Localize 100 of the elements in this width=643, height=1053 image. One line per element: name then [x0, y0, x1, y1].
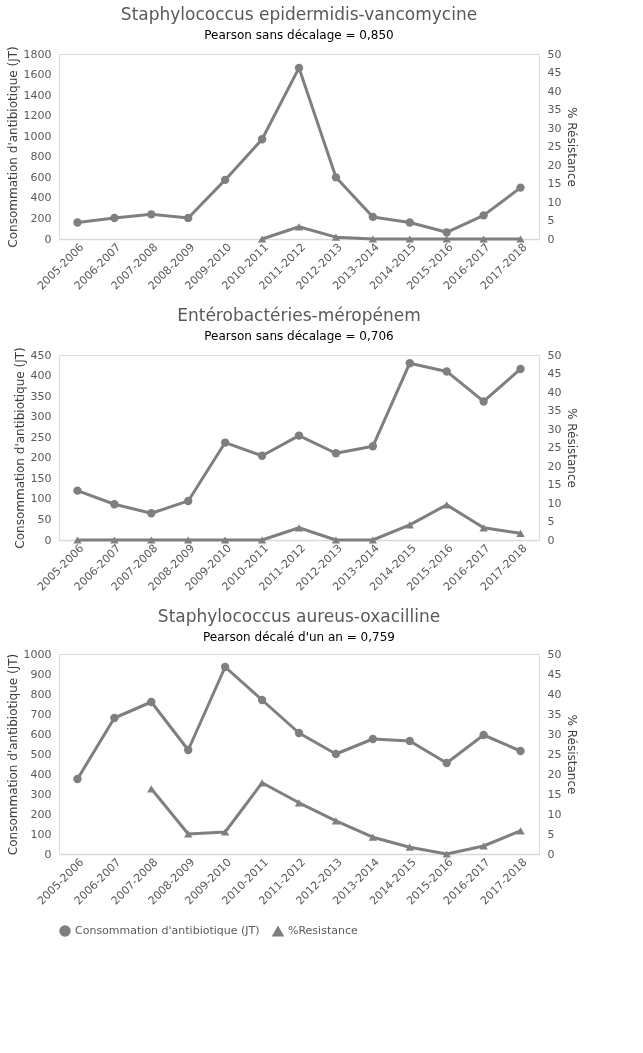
chart-subtitle: Pearson décalé d'un an = 0,759	[203, 630, 395, 644]
y-tick-label: 400	[30, 767, 52, 781]
point	[479, 235, 488, 243]
point	[405, 359, 414, 368]
y-tick-label: 1000	[23, 129, 52, 143]
point	[257, 135, 267, 144]
y-tick-label: 700	[30, 707, 52, 721]
point	[294, 431, 304, 440]
y-tick-label: 0	[44, 232, 52, 246]
point	[331, 233, 341, 241]
point	[331, 817, 341, 825]
chart-title: Entérobactéries-méropénem	[177, 304, 421, 325]
point	[110, 213, 119, 223]
y-tick-label: 100	[30, 492, 52, 506]
point	[220, 828, 230, 836]
y-tick-label: 900	[30, 667, 52, 681]
point	[294, 728, 304, 738]
point	[368, 235, 378, 243]
y2-tick-label: 5	[547, 214, 555, 227]
chart-subtitle: Pearson sans décalage = 0,850	[204, 27, 394, 42]
y2-tick-label: 40	[547, 84, 562, 98]
point	[405, 235, 414, 243]
point	[73, 218, 82, 227]
y2-axis-title: % Résistance	[565, 107, 580, 187]
chart-title: Staphylococcus aureus-oxacilline	[157, 606, 441, 626]
legend-label: Consommation d'antibiotique (JT)	[75, 924, 260, 937]
y2-tick-label: 15	[547, 478, 562, 491]
point	[147, 536, 156, 544]
y-axis-title: Consommation d'antibiotique (JT)	[12, 347, 27, 549]
point	[257, 779, 267, 787]
point	[73, 774, 82, 784]
y-tick-label: 800	[30, 687, 52, 701]
point	[405, 843, 414, 851]
y2-tick-label: 40	[547, 687, 562, 701]
point	[147, 210, 156, 219]
point	[479, 211, 488, 220]
y2-axis-title: % Résistance	[565, 408, 580, 488]
y2-tick-label: 10	[547, 807, 562, 821]
y-tick-label: 300	[30, 410, 52, 424]
y-tick-label: 400	[30, 369, 52, 383]
y2-tick-label: 15	[547, 787, 562, 801]
point	[368, 442, 378, 451]
y-tick-label: 1400	[23, 88, 52, 102]
y2-tick-label: 25	[547, 441, 562, 454]
point	[442, 367, 451, 376]
point	[479, 524, 488, 532]
y-axis-title: Consommation d'antibiotique (JT)	[5, 46, 20, 248]
y2-tick-label: 15	[547, 177, 562, 190]
y2-tick-label: 45	[547, 667, 562, 681]
y-tick-label: 350	[30, 389, 52, 403]
y-tick-label: 600	[30, 170, 52, 184]
point	[184, 213, 193, 223]
point	[516, 235, 525, 243]
point	[442, 850, 451, 858]
point	[257, 536, 267, 544]
y-tick-label: 200	[30, 807, 52, 821]
y2-tick-label: 0	[547, 847, 555, 861]
y-tick-label: 1000	[23, 647, 52, 661]
y2-tick-label: 5	[547, 515, 555, 528]
y2-tick-label: 45	[547, 367, 562, 380]
y-tick-label: 300	[30, 787, 52, 801]
point	[220, 175, 230, 185]
y2-tick-label: 40	[547, 385, 562, 399]
y-tick-label: 150	[30, 471, 52, 485]
point	[184, 496, 193, 506]
y-tick-label: 200	[30, 451, 52, 465]
point	[368, 833, 378, 841]
y2-tick-label: 30	[547, 422, 562, 436]
y-tick-label: 0	[44, 847, 52, 861]
point	[442, 758, 451, 768]
y2-tick-label: 0	[547, 533, 555, 547]
point	[220, 438, 230, 447]
point	[220, 662, 230, 672]
point	[257, 695, 267, 705]
point	[331, 536, 341, 544]
y2-tick-label: 10	[547, 496, 562, 510]
point	[479, 842, 488, 850]
point	[147, 509, 156, 518]
point	[257, 235, 267, 243]
point	[184, 745, 193, 755]
point	[331, 749, 341, 759]
point	[516, 183, 525, 192]
y2-tick-label: 25	[547, 140, 562, 153]
y2-tick-label: 45	[547, 66, 562, 79]
point	[442, 235, 451, 243]
point	[110, 536, 119, 544]
y-tick-label: 1800	[23, 47, 52, 61]
point	[294, 799, 304, 807]
y2-tick-label: 30	[547, 121, 562, 135]
y-tick-label: 0	[44, 533, 52, 547]
y2-tick-label: 35	[547, 707, 562, 721]
point	[110, 713, 119, 723]
legend-label: %Resistance	[288, 924, 358, 938]
y2-tick-label: 50	[547, 47, 562, 61]
point	[516, 364, 525, 374]
y-tick-label: 200	[30, 211, 52, 225]
y2-tick-label: 50	[547, 647, 562, 661]
y2-tick-label: 30	[547, 727, 562, 741]
y-tick-label: 500	[30, 747, 52, 761]
point	[516, 529, 525, 537]
